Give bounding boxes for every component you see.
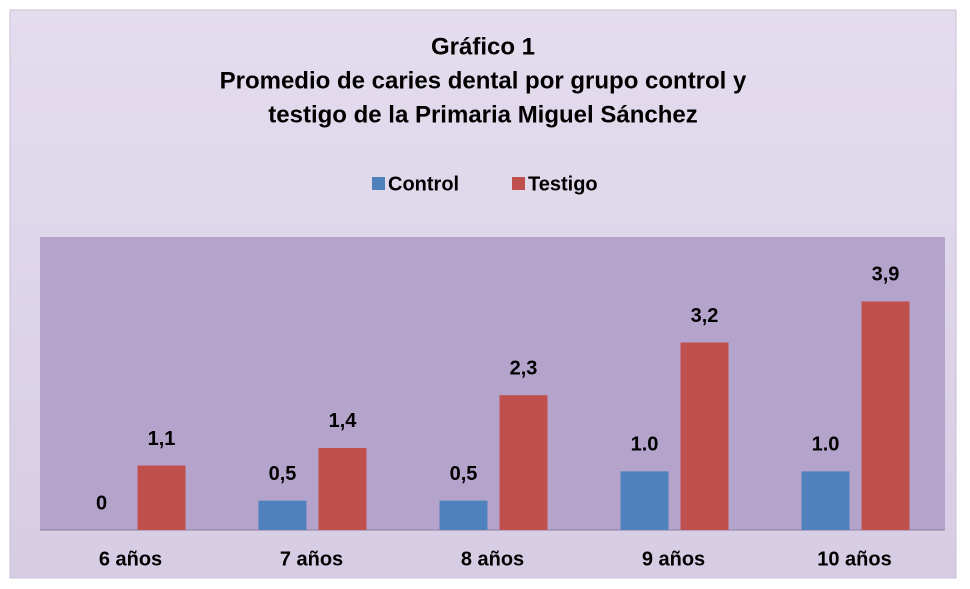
chart-title: testigo de la Primaria Miguel Sánchez [268, 101, 697, 128]
data-label: 1.0 [812, 434, 840, 456]
bar [439, 500, 488, 530]
legend-label: Testigo [528, 173, 598, 195]
chart-title: Promedio de caries dental por grupo cont… [220, 67, 747, 94]
bar [499, 395, 548, 530]
bar [680, 342, 729, 530]
chart-title: Gráfico 1 [431, 33, 535, 60]
bar [318, 447, 367, 530]
x-tick-label: 10 años [817, 548, 891, 570]
legend-label: Control [388, 173, 459, 195]
bar [801, 471, 850, 530]
bar [258, 500, 307, 530]
legend-swatch [512, 177, 525, 190]
data-label: 1,4 [329, 410, 358, 432]
data-label: 3,9 [872, 264, 900, 286]
x-tick-label: 6 años [99, 548, 162, 570]
x-tick-label: 9 años [642, 548, 705, 570]
data-label: 1.0 [631, 434, 659, 456]
bar [620, 471, 669, 530]
data-label: 1,1 [148, 428, 176, 450]
bar [861, 301, 910, 530]
bar [137, 465, 186, 530]
data-label: 0 [96, 492, 107, 514]
legend-swatch [372, 177, 385, 190]
data-label: 3,2 [691, 305, 719, 327]
data-label: 0,5 [269, 463, 297, 485]
data-label: 0,5 [450, 463, 478, 485]
data-label: 2,3 [510, 358, 538, 380]
x-tick-label: 7 años [280, 548, 343, 570]
plot-area [40, 237, 945, 530]
x-tick-label: 8 años [461, 548, 524, 570]
